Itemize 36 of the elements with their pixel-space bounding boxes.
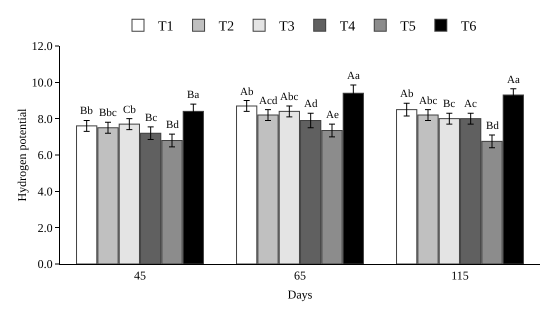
y-tick-label: 12.0 bbox=[32, 39, 53, 54]
data-label: Ba bbox=[187, 89, 200, 101]
y-tick-label: 8.0 bbox=[38, 112, 53, 126]
legend-label: T4 bbox=[340, 20, 356, 35]
data-label: Ac bbox=[464, 98, 477, 110]
y-axis-title: Hydrogen potential bbox=[15, 108, 29, 202]
data-label: Ab bbox=[400, 88, 414, 100]
legend-label: T6 bbox=[460, 20, 476, 35]
data-label: Ad bbox=[304, 98, 318, 110]
x-tick-label: 65 bbox=[294, 268, 306, 282]
data-label: Bd bbox=[166, 119, 180, 131]
data-label: Ae bbox=[326, 109, 339, 121]
legend-label: T2 bbox=[218, 20, 234, 35]
data-label: Aa bbox=[507, 74, 520, 86]
data-label: Aa bbox=[347, 70, 360, 82]
x-tick-label: 115 bbox=[451, 268, 469, 282]
data-label: Bb bbox=[80, 105, 94, 117]
data-label: Abc bbox=[280, 91, 298, 103]
data-label: Acd bbox=[259, 95, 278, 107]
data-label: Abc bbox=[419, 95, 438, 107]
y-tick-label: 0.0 bbox=[38, 257, 53, 272]
data-label: Bd bbox=[486, 120, 500, 132]
legend-label: T3 bbox=[279, 20, 295, 35]
x-tick-label: 45 bbox=[134, 268, 146, 282]
data-label: Ab bbox=[240, 86, 254, 98]
legend-label: T1 bbox=[158, 20, 174, 35]
x-axis-title: Days bbox=[288, 287, 313, 302]
data-label: Bc bbox=[443, 98, 456, 110]
y-tick-label: 2.0 bbox=[38, 220, 53, 235]
y-tick-label: 4.0 bbox=[38, 184, 53, 199]
data-label: Bc bbox=[145, 112, 158, 124]
data-label: Cb bbox=[123, 104, 136, 116]
y-tick-label: 6.0 bbox=[38, 148, 53, 162]
y-tick-label: 10.0 bbox=[32, 76, 53, 90]
data-label: Bbc bbox=[99, 107, 117, 119]
legend-label: T5 bbox=[400, 20, 416, 35]
